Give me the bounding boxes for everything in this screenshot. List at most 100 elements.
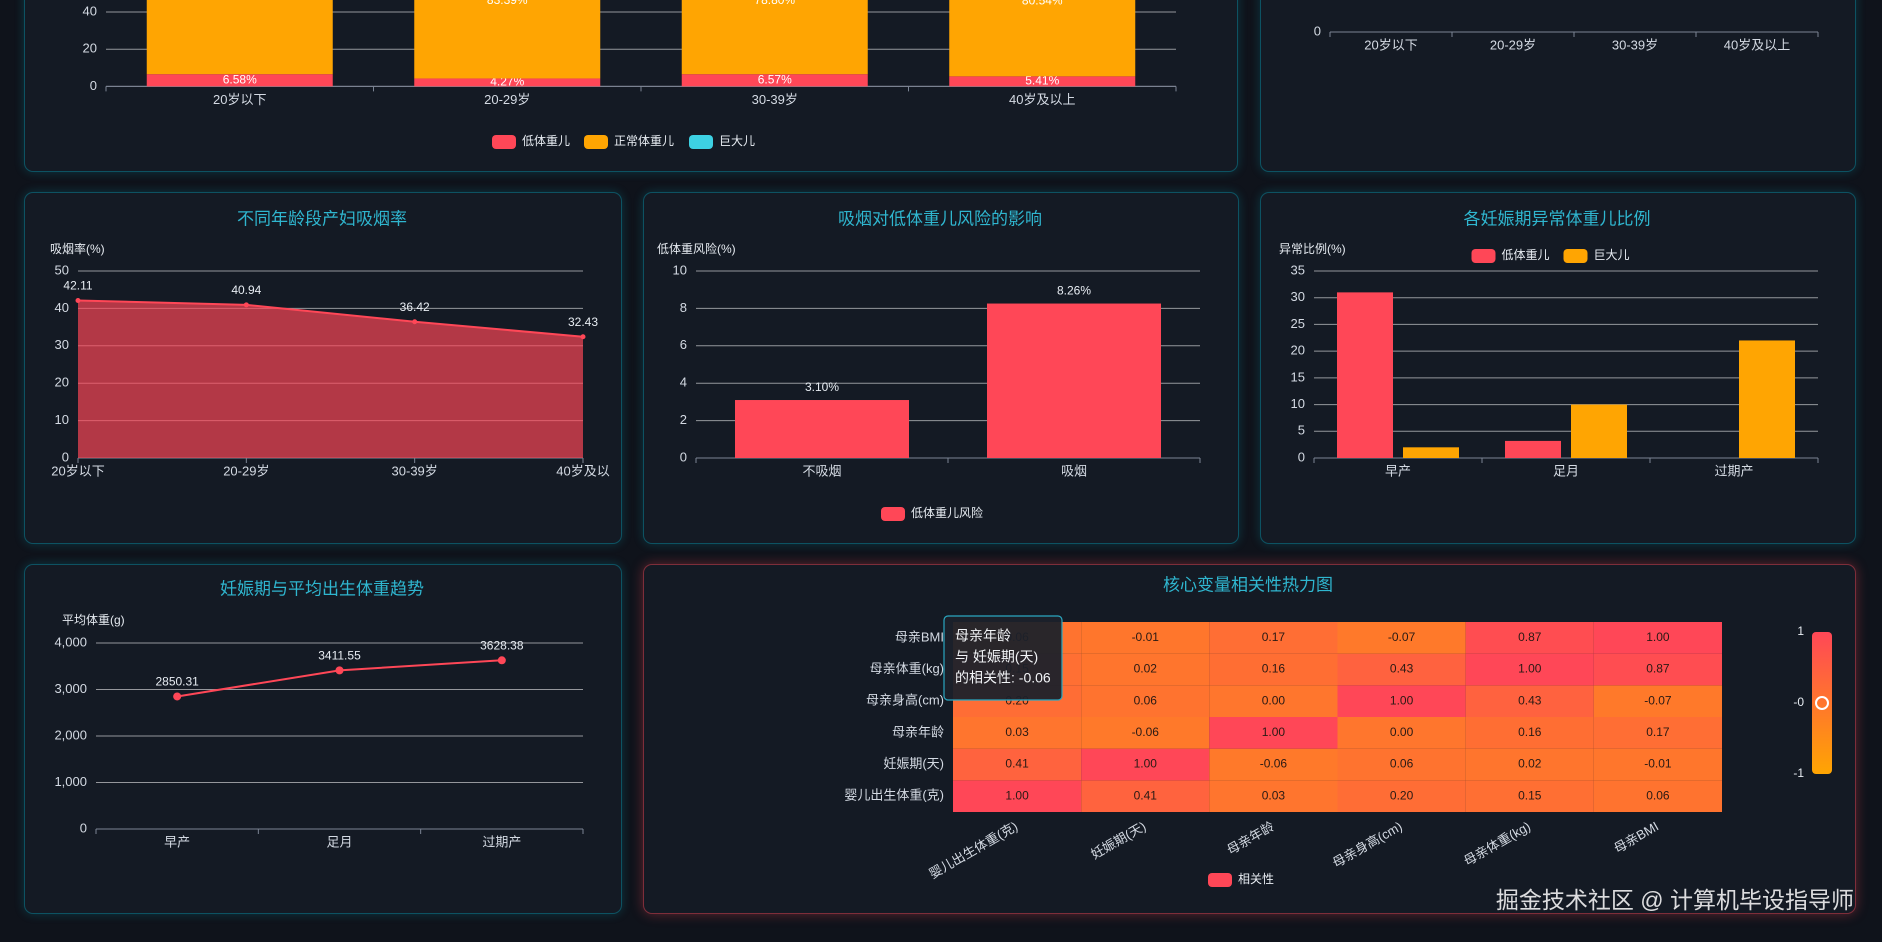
cell-label: 0.41 <box>1134 788 1158 802</box>
heat-cell <box>1337 622 1466 654</box>
cell-label: 1.00 <box>1005 788 1029 802</box>
heat-cell <box>1209 717 1338 749</box>
x-tick-label: 过期产 <box>482 834 521 849</box>
y-tick-label: 0 <box>80 820 87 835</box>
data-label: 80.54% <box>1022 0 1063 8</box>
x-tick-label: 妊娠期(天) <box>1088 819 1148 862</box>
legend-label: 巨大儿 <box>1594 248 1630 262</box>
visual-map-handle <box>1815 696 1829 710</box>
cell-label: 0.03 <box>1005 725 1029 739</box>
legend-label: 巨大儿 <box>719 134 755 148</box>
data-label: 5.41% <box>1025 74 1059 88</box>
x-tick-label: 20-29岁 <box>1490 37 1536 52</box>
cell-label: 1.00 <box>1390 693 1414 707</box>
x-tick-label: 母亲BMI <box>1611 819 1661 857</box>
cell-label: 0.06 <box>1390 757 1414 771</box>
y-tick-label: 15 <box>1291 369 1305 384</box>
point <box>75 298 81 304</box>
cell-label: 0.16 <box>1262 662 1286 676</box>
x-tick-label: 母亲体重(kg) <box>1461 819 1533 869</box>
cell-label: 0.16 <box>1518 725 1542 739</box>
data-label: 3.10% <box>805 380 839 394</box>
data-label: 36.42 <box>400 300 430 314</box>
point <box>497 656 506 665</box>
legend-swatch <box>1208 873 1232 887</box>
heat-cell <box>1209 748 1338 781</box>
bar <box>1505 440 1561 458</box>
heat-cell <box>1081 622 1210 654</box>
heat-cell <box>1337 748 1466 781</box>
heat-cell <box>1081 780 1210 812</box>
point <box>580 334 586 340</box>
cell-label: 0.87 <box>1646 662 1670 676</box>
data-label: 8.26% <box>1057 284 1091 298</box>
y-tick-label: 30 <box>1291 289 1305 304</box>
x-tick-label: 20岁以下 <box>1364 37 1417 52</box>
y-tick-label: 20 <box>55 375 69 390</box>
cell-label: 0.00 <box>1390 725 1414 739</box>
legend-label: 低体重儿 <box>522 134 570 148</box>
y-tick-label: 40 <box>83 3 97 18</box>
y-tick-label: 母亲身高(cm) <box>866 693 944 708</box>
chart-title: 不同年龄段产妇吸烟率 <box>237 209 407 228</box>
chart-title: 各妊娠期异常体重儿比例 <box>1464 209 1651 228</box>
legend-swatch <box>492 135 516 149</box>
bar <box>949 76 1136 87</box>
bar <box>735 400 909 458</box>
heat-cell <box>1081 685 1210 717</box>
bar <box>146 0 333 75</box>
y-tick-label: 40 <box>55 300 69 315</box>
y-tick-label: 35 <box>1291 262 1305 277</box>
cell-label: 0.43 <box>1390 662 1414 676</box>
legend-swatch <box>584 135 608 149</box>
visual-map-label: -0 <box>1793 695 1804 709</box>
x-tick-label: 40岁及以 <box>556 463 609 478</box>
heat-cell <box>1209 685 1338 717</box>
cell-label: 0.43 <box>1518 693 1542 707</box>
heat-cell <box>1593 748 1722 781</box>
y-axis-title: 异常比例(%) <box>1279 242 1346 256</box>
cell-label: -0.01 <box>1132 630 1160 644</box>
heat-cell <box>1465 622 1594 654</box>
y-tick-label: 1,000 <box>54 774 87 789</box>
legend-swatch <box>1471 249 1496 263</box>
point <box>412 319 418 325</box>
visual-map-label: -1 <box>1793 766 1804 780</box>
legend-label: 低体重儿 <box>1502 248 1550 262</box>
legend-label: 相关性 <box>1238 872 1274 886</box>
x-tick-label: 30-39岁 <box>1612 37 1658 52</box>
heat-cell <box>1465 780 1594 812</box>
heat-cell <box>1465 685 1594 717</box>
cell-label: 0.41 <box>1005 757 1029 771</box>
y-tick-label: 50 <box>55 262 69 277</box>
cell-label: -0.01 <box>1644 757 1672 771</box>
heat-cell <box>953 717 1082 749</box>
x-tick-label: 40岁及以上 <box>1009 92 1075 107</box>
heat-cell <box>1593 780 1722 812</box>
legend-label: 低体重儿风险 <box>911 505 983 520</box>
x-tick-label: 不吸烟 <box>802 463 841 478</box>
cell-label: 0.15 <box>1518 788 1542 802</box>
x-tick-label: 20-29岁 <box>223 463 269 478</box>
bar <box>1337 292 1393 458</box>
area <box>78 300 583 458</box>
y-tick-label: 20 <box>83 41 97 56</box>
point <box>173 692 182 701</box>
y-tick-label: 母亲BMI <box>895 629 944 644</box>
heat-cell <box>1081 717 1210 749</box>
y-tick-label: 0 <box>90 78 97 93</box>
y-tick-label: 20 <box>1291 343 1305 358</box>
bar <box>1571 404 1627 458</box>
heat-cell <box>1465 717 1594 749</box>
y-tick-label: 30 <box>55 337 69 352</box>
heat-cell <box>1209 780 1338 812</box>
x-tick-label: 40岁及以上 <box>1724 37 1790 52</box>
bar <box>1403 447 1459 458</box>
cell-label: 0.17 <box>1262 630 1286 644</box>
y-tick-label: 6 <box>680 337 687 352</box>
cell-label: 0.06 <box>1134 693 1158 707</box>
cell-label: 1.00 <box>1134 757 1158 771</box>
x-tick-label: 足月 <box>1553 463 1579 478</box>
data-label: 6.57% <box>758 72 792 86</box>
